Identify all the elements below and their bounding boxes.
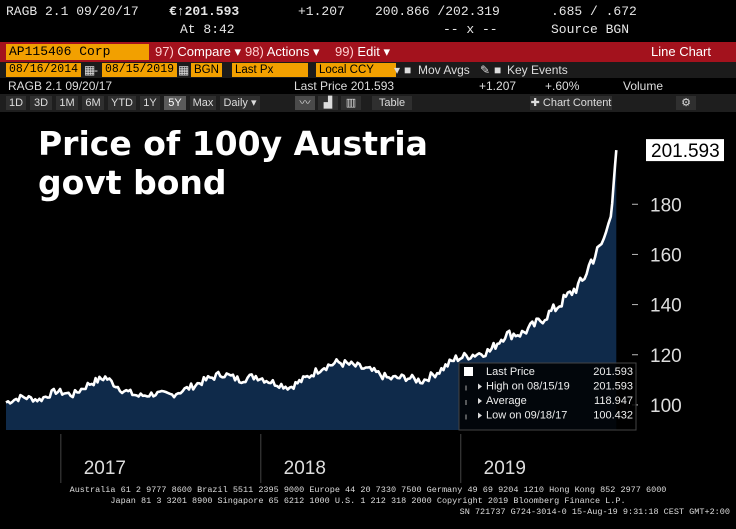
footer-serial: SN 721737 G724-3014-0 15-Aug-19 9:31:18 … [459,507,730,517]
header-spread: .685 / .672 [551,4,637,19]
chevron-down-icon: ▾ [383,44,390,59]
header-bid-ask: 200.866 /202.319 [375,4,500,19]
info-last-price: Last Price 201.593 [294,79,395,93]
menu-number-icon: 98) [245,44,264,59]
range-button-5y[interactable]: 5Y [164,96,186,110]
footer-copyright: Japan 81 3 3201 8900 Singapore 65 6212 1… [110,496,626,506]
series-area [6,150,617,430]
chart-title: Price of 100y Austria govt bond [38,124,439,202]
security-field[interactable]: AP115406 Corp [6,44,149,60]
range-bar: 1D 3D 1M 6M YTD 1Y 5Y Max Daily ▾ 〰 ▟ ▥ Table ✚ Chart… [0,94,736,112]
legend-value: 118.947 [594,395,633,407]
compare-label: Compare [177,44,231,59]
gear-icon[interactable]: ⚙ [676,96,696,110]
edit-menu[interactable]: 99) Edit ▾ [335,44,390,60]
header-source: Source BGN [551,22,630,37]
end-date-field[interactable]: 08/15/2019 [102,63,178,77]
period-dropdown[interactable]: Daily ▾ [220,96,260,110]
y-tick-label: 160 [650,245,682,266]
header-time: At 8:42 [180,22,235,37]
range-button-3d[interactable]: 3D [30,96,52,110]
actions-menu[interactable]: 98) Actions ▾ [245,44,320,60]
checkbox-icon[interactable]: ■ [404,63,412,77]
area-chart-icon[interactable]: ▟ [318,96,338,110]
range-button-1m[interactable]: 1M [56,96,78,110]
pencil-icon[interactable]: ✎ [480,63,491,77]
x-tick-label: 2017 [84,458,126,479]
legend-label: Low on 09/18/17 [486,410,567,422]
quote-header: RAGB 2.1 09/20/17 €↑201.593 +1.207 200.8… [0,0,736,42]
legend-box [458,362,637,431]
last-price-label: 201.593 [651,141,720,162]
chart-title-line-2: govt bond [38,163,226,202]
chart-type-label: Line Chart [651,44,711,59]
legend: Last Price 201.593 High on 08/15/19 201.593… [458,362,637,431]
chevron-down-icon: ▾ [312,44,320,59]
x-tick-label: 2018 [284,458,326,479]
info-pct: +.60% [545,79,580,93]
date-separator: - [94,63,98,77]
calendar-icon[interactable]: ▦ [84,63,96,77]
legend-value: 100.432 [593,410,633,422]
range-button-max[interactable]: Max [190,96,216,110]
legend-arrow-icon [478,398,482,404]
footer-contacts: Australia 61 2 9777 8600 Brazil 5511 239… [69,485,667,495]
range-button-ytd[interactable]: YTD [108,96,136,110]
y-tick-label: 100 [650,396,682,417]
calendar-icon[interactable]: ▦ [178,63,190,77]
range-button-1y[interactable]: 1Y [140,96,160,110]
source-field[interactable]: BGN [191,63,222,77]
chart-content-button[interactable]: ✚ Chart Content [530,96,612,110]
edit-label: Edit [357,44,380,59]
menu-number-icon: 99) [335,44,354,59]
header-ticker: RAGB 2.1 09/20/17 [6,4,139,19]
legend-arrow-icon [478,412,482,419]
actions-label: Actions [266,44,310,59]
mov-avgs-toggle[interactable]: Mov Avgs [418,63,470,77]
checkbox-icon[interactable]: ■ [494,63,502,77]
legend-label: Average [486,395,527,407]
legend-value: 201.593 [593,366,633,378]
chevron-down-icon: ▾ [234,44,242,59]
currency-selector[interactable]: Local CCY [316,63,396,77]
y-tick-label: 120 [650,346,682,367]
chevron-down-icon[interactable]: ▾ [394,63,401,77]
header-price: €↑201.593 [169,4,240,19]
start-date-field[interactable]: 08/16/2014 [6,63,82,77]
range-button-6m[interactable]: 6M [82,96,104,110]
chart-title-line-1: Price of 100y Austria [38,124,428,163]
field-selector[interactable]: Last Px [232,63,308,77]
legend-arrow-icon [478,383,482,390]
params-bar: 08/16/2014 ▦ - 08/15/2019 ▦ BGN Last Px … [0,62,736,78]
series-line-last-price [5,149,618,405]
compare-menu[interactable]: 97) Compare ▾ [155,44,241,60]
y-tick-label: 180 [650,195,682,216]
legend-label: High on 08/15/19 [486,381,570,393]
legend-swatch-last-price [464,367,473,376]
x-tick-label: 2019 [484,458,526,479]
range-button-1d[interactable]: 1D [6,96,26,110]
menu-number-icon: 97) [155,44,174,59]
header-change: +1.207 [298,4,345,19]
menu-bar: AP115406 Corp 97) Compare ▾ 98) Actions … [0,42,736,62]
info-ticker: RAGB 2.1 09/20/17 [8,79,113,93]
legend-value: 201.593 [593,381,633,393]
key-events-toggle[interactable]: Key Events [507,63,568,77]
x-axis-band [0,430,736,483]
last-price-box [646,139,724,162]
info-bar: RAGB 2.1 09/20/17 Last Price 201.593 +1.… [0,78,736,94]
legend-label: Last Price [486,366,535,378]
y-tick-label: 140 [650,296,682,317]
bar-chart-icon[interactable]: ▥ [341,96,361,110]
footer: Australia 61 2 9777 8600 Brazil 5511 239… [0,483,736,529]
info-change: +1.207 [479,79,517,93]
info-volume: Volume [623,79,664,93]
header-separator: -- x -- [443,22,498,37]
table-button[interactable]: Table [372,96,412,110]
line-chart-icon[interactable]: 〰 [295,96,315,110]
